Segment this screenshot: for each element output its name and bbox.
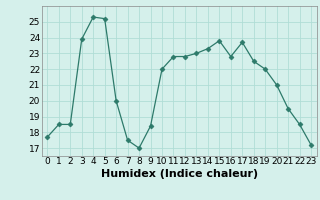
X-axis label: Humidex (Indice chaleur): Humidex (Indice chaleur) <box>100 169 258 179</box>
